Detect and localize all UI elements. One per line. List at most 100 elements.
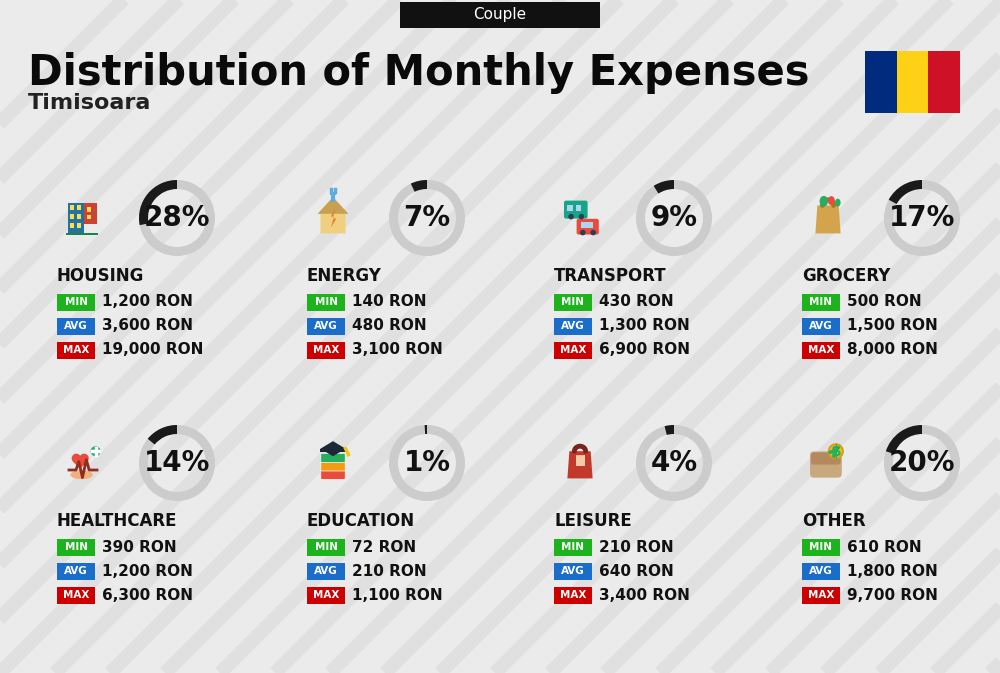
Text: MIN: MIN [810,297,832,307]
Text: 6,900 RON: 6,900 RON [599,343,690,357]
Bar [554,538,592,555]
Text: 14%: 14% [144,449,210,477]
Wedge shape [389,425,465,501]
Wedge shape [884,180,960,256]
Text: MIN: MIN [810,542,832,552]
Polygon shape [567,451,593,479]
Text: 19,000 RON: 19,000 RON [102,343,203,357]
Wedge shape [411,180,427,192]
Bar [802,563,840,579]
Text: GROCERY: GROCERY [802,267,890,285]
Bar [57,293,95,310]
Text: MAX: MAX [313,590,339,600]
Text: LEISURE: LEISURE [554,512,632,530]
Text: MIN: MIN [314,297,338,307]
Text: MAX: MAX [313,345,339,355]
Bar [307,293,345,310]
Bar [57,538,95,555]
Text: 610 RON: 610 RON [847,540,922,555]
Text: 4%: 4% [650,449,698,477]
Text: 3,600 RON: 3,600 RON [102,318,193,334]
Text: 9%: 9% [650,204,698,232]
Bar [576,205,581,211]
Text: 1%: 1% [404,449,450,477]
Text: 480 RON: 480 RON [352,318,427,334]
Bar [802,293,840,310]
Polygon shape [72,454,88,468]
Text: AVG: AVG [314,566,338,576]
Text: 20%: 20% [889,449,955,477]
Text: AVG: AVG [561,321,585,331]
FancyBboxPatch shape [811,452,841,464]
Text: AVG: AVG [64,566,88,576]
Text: Couple: Couple [473,7,527,22]
Polygon shape [815,205,841,234]
Wedge shape [139,425,215,501]
Bar [320,449,346,452]
Bar [307,538,345,555]
Bar [554,293,592,310]
Bar [307,563,345,579]
FancyBboxPatch shape [400,2,600,28]
Bar [57,318,95,334]
Text: 1,300 RON: 1,300 RON [599,318,690,334]
Bar [84,203,97,223]
Circle shape [590,229,596,236]
Text: 3,100 RON: 3,100 RON [352,343,443,357]
Wedge shape [139,180,215,256]
Bar [554,318,592,334]
Polygon shape [318,197,348,214]
Text: 6,300 RON: 6,300 RON [102,588,193,602]
Text: 390 RON: 390 RON [102,540,177,555]
Text: MAX: MAX [808,590,834,600]
Text: HOUSING: HOUSING [57,267,144,285]
Bar [57,341,95,359]
Wedge shape [148,425,177,444]
Text: AVG: AVG [561,566,585,576]
Bar [57,586,95,604]
FancyBboxPatch shape [810,452,842,478]
Text: 8,000 RON: 8,000 RON [847,343,938,357]
Wedge shape [139,180,177,225]
Text: MAX: MAX [63,345,89,355]
FancyBboxPatch shape [321,454,345,462]
Bar [77,223,81,227]
Text: MIN: MIN [562,297,584,307]
Text: 210 RON: 210 RON [352,563,427,579]
Text: AVG: AVG [64,321,88,331]
Bar [554,586,592,604]
Circle shape [580,229,586,236]
Text: 1,100 RON: 1,100 RON [352,588,443,602]
Bar [77,214,81,219]
Text: Distribution of Monthly Expenses: Distribution of Monthly Expenses [28,52,810,94]
Text: 1,200 RON: 1,200 RON [102,563,193,579]
Bar [70,214,74,219]
Text: 500 RON: 500 RON [847,295,922,310]
FancyBboxPatch shape [577,219,599,235]
Bar [87,207,91,211]
Bar [928,51,960,113]
Bar [567,205,573,211]
Polygon shape [320,441,346,456]
Text: 140 RON: 140 RON [352,295,426,310]
Wedge shape [389,180,465,256]
Bar [802,538,840,555]
Wedge shape [654,180,674,194]
Wedge shape [886,425,922,454]
Text: MAX: MAX [560,590,586,600]
Wedge shape [636,180,712,256]
Polygon shape [320,200,346,234]
Text: EDUCATION: EDUCATION [307,512,415,530]
Bar [576,455,585,466]
Ellipse shape [820,196,828,207]
Bar [68,203,84,234]
Circle shape [568,214,574,219]
Bar [70,205,74,210]
Circle shape [579,214,584,219]
Text: 430 RON: 430 RON [599,295,674,310]
Text: MAX: MAX [63,590,89,600]
FancyBboxPatch shape [321,470,345,479]
Text: AVG: AVG [809,321,833,331]
Text: 1,200 RON: 1,200 RON [102,295,193,310]
Bar [307,318,345,334]
